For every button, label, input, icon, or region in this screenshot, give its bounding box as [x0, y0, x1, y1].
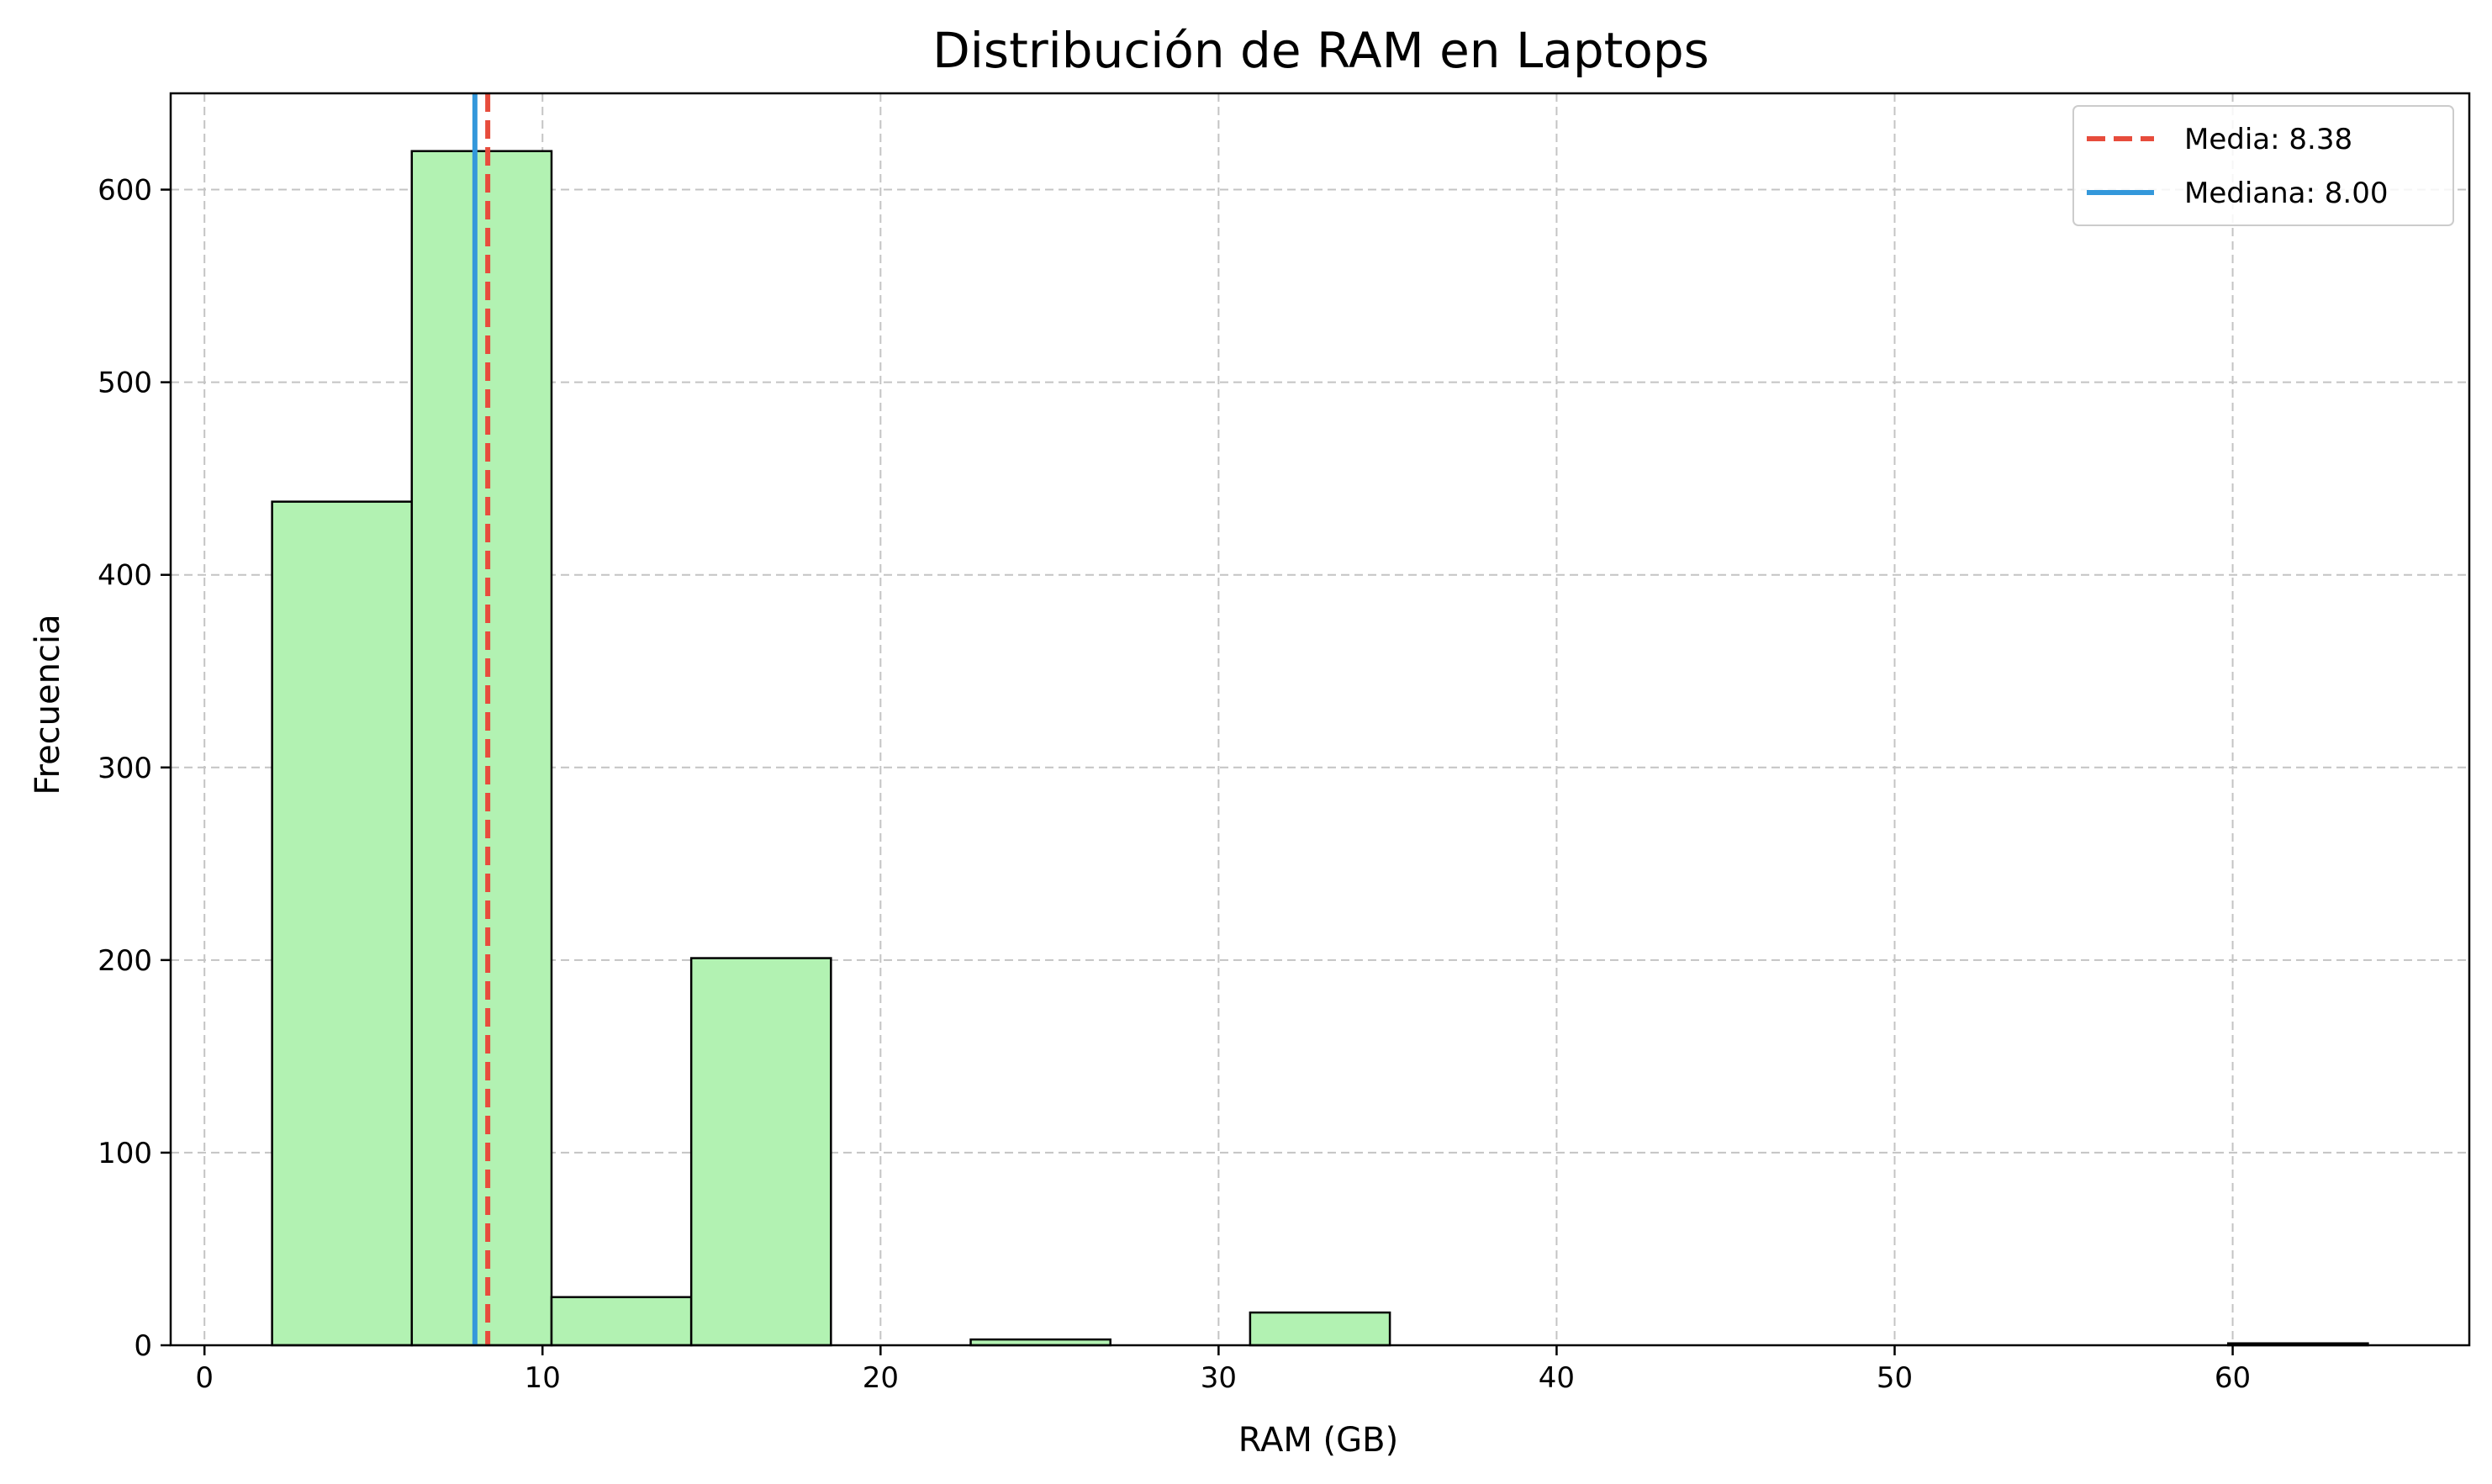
y-tick-label: 600: [98, 174, 152, 208]
chart-title: Distribución de RAM en Laptops: [932, 22, 1709, 79]
x-tick-label: 30: [1201, 1361, 1237, 1395]
legend-label-mediana: Mediana: 8.00: [2184, 177, 2388, 210]
y-tick-label: 100: [98, 1137, 152, 1170]
histogram-bars: [271, 150, 2369, 1347]
x-axis-label: RAM (GB): [1238, 1421, 1398, 1460]
histogram-bar: [550, 1296, 693, 1347]
y-axis-label: Frecuencia: [29, 614, 67, 795]
x-axis-ticks: 0 10 20 30 40 50 60: [195, 1345, 2251, 1395]
reference-lines: [472, 93, 491, 1345]
legend-label-media: Media: 8.38: [2184, 123, 2352, 156]
histogram-bar: [689, 957, 832, 1347]
plot-area-frame: [169, 92, 2471, 1347]
x-tick-label: 40: [1539, 1361, 1575, 1395]
histogram-bar: [410, 150, 553, 1347]
y-tick-label: 200: [98, 944, 152, 978]
histogram-bar: [1249, 1311, 1391, 1347]
y-axis-ticks: 0 100 200 300 400 500 600: [98, 174, 171, 1363]
x-tick-label: 60: [2215, 1361, 2251, 1395]
y-tick-label: 300: [98, 752, 152, 785]
y-tick-label: 400: [98, 559, 152, 593]
legend-box: [2072, 105, 2454, 226]
histogram-bar: [271, 500, 414, 1347]
legend: Media: 8.38 Mediana: 8.00: [2072, 105, 2454, 226]
y-tick-label: 0: [134, 1329, 152, 1363]
y-tick-label: 500: [98, 367, 152, 400]
x-tick-label: 0: [195, 1361, 214, 1395]
x-tick-label: 50: [1877, 1361, 1913, 1395]
x-tick-label: 20: [863, 1361, 899, 1395]
x-tick-label: 10: [525, 1361, 561, 1395]
